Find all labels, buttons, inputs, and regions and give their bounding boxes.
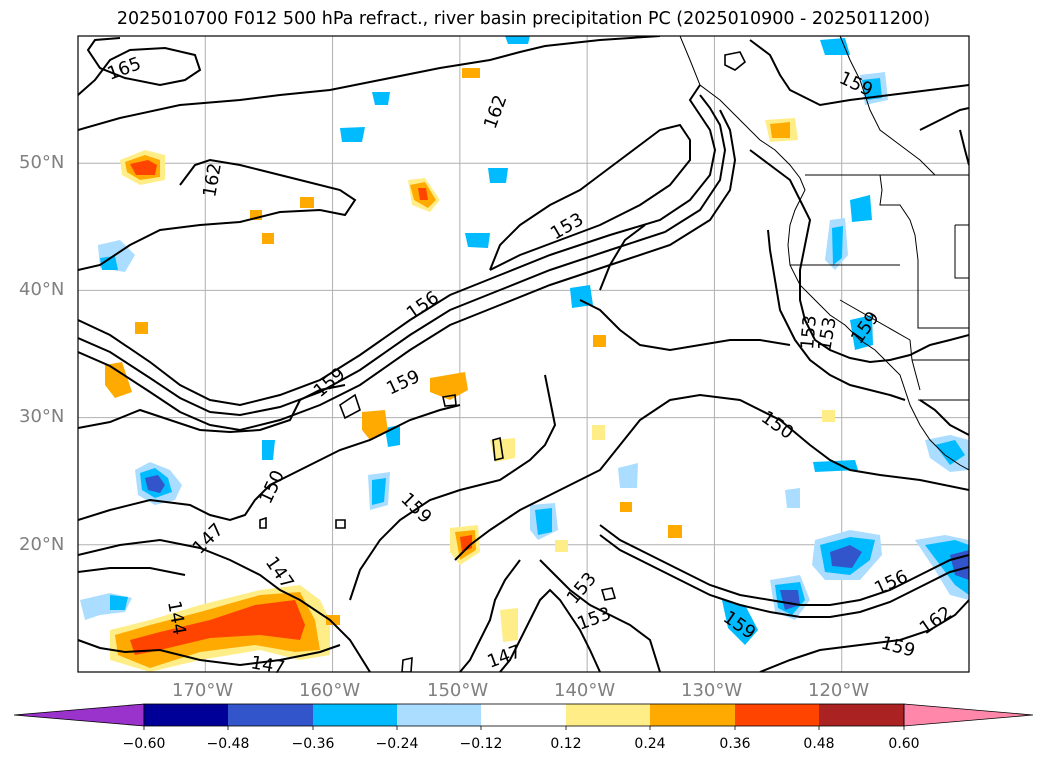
lon-label: 130°W [681,680,743,701]
precip-patch-pos [592,425,605,440]
colorbar-tick-label: −0.48 [206,736,250,752]
lat-label: 50°N [19,152,65,173]
colorbar-extend-max [903,703,1034,727]
lon-label: 120°W [808,680,870,701]
precip-patch-pos [460,535,472,552]
precip-patch-neg [850,315,873,350]
precip-patch-pos [430,372,468,400]
colorbar-segment [735,704,819,726]
precip-patch-pos [822,410,835,422]
precip-patch-neg [570,285,593,308]
precip-patch-neg [110,595,128,610]
colorbar-tick-label: −0.24 [375,736,419,752]
precip-patch-pos [105,362,132,398]
lon-label: 150°W [427,680,489,701]
precip-patch-neg [488,168,508,183]
colorbar-tick-label: 0.12 [550,736,582,752]
precip-patch-neg [145,475,165,493]
precip-patch-neg [862,78,882,100]
colorbar-tick-label: −0.12 [459,736,503,752]
precip-patch-pos [555,540,568,552]
precip-patch-neg [505,36,530,44]
refractivity-contours [78,36,969,672]
precip-patch-neg [935,440,965,465]
precip-patches [80,36,969,672]
precip-patch-neg [950,550,969,580]
precip-patch-neg [262,440,275,460]
colorbar-segment [481,704,566,726]
small-contour-shapes [259,51,747,672]
coastlines [679,36,969,471]
precip-patch-pos [300,197,314,208]
colorbar-tick-label: 0.24 [634,736,666,752]
lon-label: 140°W [554,680,616,701]
precip-patch-neg [535,508,552,535]
precip-patch-pos [418,188,428,200]
colorbar-extend-min [13,703,145,727]
map-frame [77,35,970,673]
colorbar-outline [143,703,905,727]
contour-label: 147 [249,652,286,679]
colorbar-segment [228,704,313,726]
lat-label: 20°N [19,534,65,555]
precip-patch-neg [100,256,118,270]
colorbar [13,703,1034,730]
precip-patch-pos [770,122,790,138]
colorbar-tick-label: 0.60 [888,736,920,752]
colorbar-tick-label: 0.48 [803,736,835,752]
lat-label: 30°N [19,406,65,427]
colorbar-segment [397,704,481,726]
precip-patch-neg [618,463,638,488]
precip-patch-pos [362,410,388,440]
precip-patch-pos [668,525,682,538]
lon-label: 170°W [172,680,234,701]
precip-patch-pos [135,322,148,334]
colorbar-segment [819,704,904,726]
chart-title: 2025010700 F012 500 hPa refract., river … [116,9,931,29]
colorbar-tick-label: −0.36 [291,736,335,752]
lon-label: 160°W [299,680,361,701]
colorbar-segment [566,704,650,726]
precip-patch-pos [620,502,632,512]
precip-patch-pos [326,615,340,625]
contour-label: 153 [797,314,821,350]
lat-label: 40°N [19,279,65,300]
precip-patch-pos [130,160,157,175]
precip-patch-neg [372,478,386,505]
precip-patch-pos [262,233,274,244]
precip-patch-neg [465,233,490,248]
colorbar-segment [313,704,397,726]
colorbar-segment [144,704,228,726]
colorbar-tick-label: 0.36 [719,736,751,752]
precip-patch-neg [830,545,862,568]
precip-patch-neg [372,92,390,105]
precip-patch-neg [722,600,758,645]
precip-patch-neg [785,488,800,508]
precip-patch-neg [850,195,872,222]
precip-patch-pos [593,335,606,347]
colorbar-segment [650,704,735,726]
precip-patch-pos [500,608,518,642]
precip-patch-pos [462,68,480,78]
precip-patch-pos [130,600,305,655]
precip-patch-neg [340,127,365,142]
colorbar-tick-label: −0.60 [122,736,166,752]
precip-patch-neg [820,38,850,55]
precip-patch-neg [832,226,843,265]
